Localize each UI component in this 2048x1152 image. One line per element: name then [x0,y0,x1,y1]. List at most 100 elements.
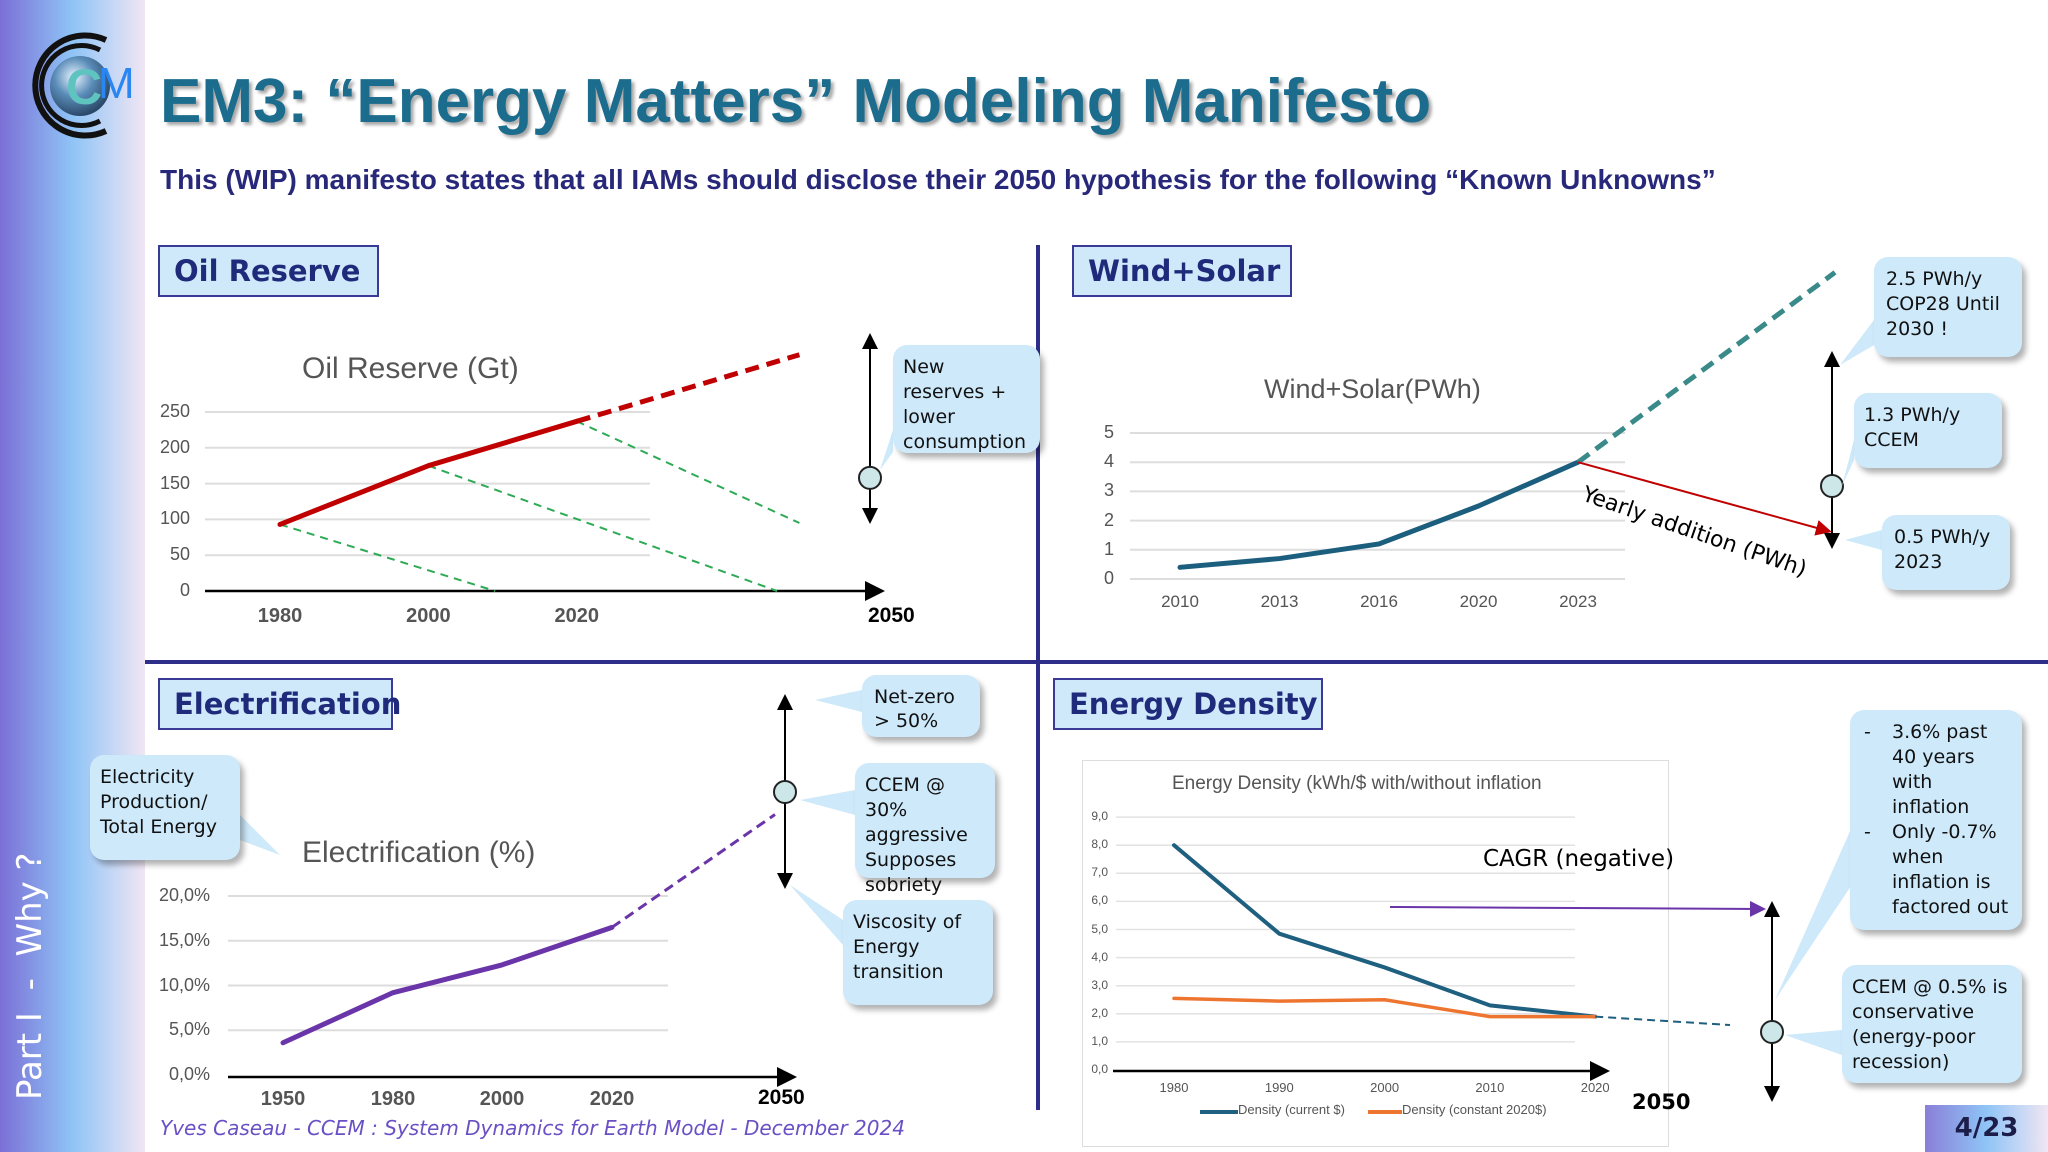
density-range-marker [1760,1020,1784,1044]
legend-swatch-constant [1368,1110,1402,1114]
bullet-item: 3.6% past 40 years with inflation [1864,720,2012,820]
callout-pointer [880,430,893,470]
y-tick-label: 4 [1103,451,1114,472]
density-line-constant [1172,996,1597,1019]
wind-solar-line [1177,459,1581,570]
vertical-divider [1036,245,1040,1110]
y-tick-label: 9,0 [1091,809,1108,824]
electrification-projection-line [611,813,776,929]
x-tick-label: 1980 [370,1088,416,1110]
yearly-addition-arrow [1577,461,1832,536]
x-tick-label: 2000 [406,605,451,627]
callout-new-reserves: New reserves + lower consumption [893,345,1040,453]
y-tick-label: 15,0% [158,929,210,950]
x-tick-label: 2016 [1360,592,1398,611]
wind-range-marker [1820,474,1844,498]
x-tick-label: 1950 [260,1088,306,1110]
callout-ccem-05: CCEM @ 0.5% is conservative (energy-poor… [1842,965,2022,1083]
electrification-2050-label: 2050 [758,1086,805,1109]
y-tick-label: 5,0 [1091,921,1108,936]
density-line-current [1172,843,1598,1019]
y-tick-label: 2,0 [1091,1005,1108,1020]
sidebar-strip [0,0,145,1152]
x-tick-label: 1980 [1159,1080,1189,1095]
legend-label-constant: Density (constant 2020$) [1402,1102,1547,1117]
logo-icon: C M [32,32,135,139]
depletion-line [428,464,778,592]
x-tick-label: 2000 [479,1088,525,1110]
footer-text: Yves Caseau - CCEM : System Dynamics for… [160,1116,905,1140]
depletion-line [279,523,496,592]
callout-cop28: 2.5 PWh/y COP28 Until 2030 ! [1874,257,2022,357]
oil-reserve-line [277,418,580,527]
page-number: 4/23 [1925,1105,2048,1152]
callout-pointer [815,690,862,712]
y-tick-label: 5 [1103,422,1114,442]
x-tick-label: 2020 [589,1088,635,1110]
y-tick-label: 0 [1103,568,1114,588]
y-tick-label: 3 [1103,480,1114,501]
callout-net-zero: Net-zero > 50% [862,675,980,737]
oil-projection-line [576,352,801,424]
callout-ccem-30: CCEM @ 30% aggressive Supposes sobriety [855,763,995,896]
energy-density-chart-title: Energy Density (kWh/$ with/without infla… [1172,773,1542,794]
x-tick-label: 2010 [1475,1080,1505,1095]
electrification-line [280,924,615,1046]
legend-swatch-current [1200,1110,1238,1114]
x-tick-label: 2020 [1459,592,1498,611]
x-tick-label: 2020 [1580,1080,1610,1095]
y-tick-label: 250 [159,401,190,421]
legend-label-current: Density (current $) [1238,1102,1345,1117]
callout-pointer [790,885,843,945]
wind-solar-label: Wind+Solar [1072,245,1292,297]
y-tick-label: 7,0 [1091,865,1108,880]
svg-text:C: C [66,59,102,115]
oil-range-marker [858,465,882,490]
callout-pointer [240,815,280,855]
wind-chart-title: Wind+Solar(PWh) [1264,374,1481,404]
y-tick-label: 5,0% [168,1019,210,1040]
y-tick-label: 0,0 [1091,1062,1108,1076]
page-title: EM3: “Energy Matters” Modeling Manifesto [160,67,1432,136]
energy-density-chart-frame [1082,760,1669,1147]
electrification-range-marker [773,780,797,804]
y-tick-label: 50 [169,544,190,565]
energy-density-2050-label: 2050 [1632,1090,1691,1114]
callout-electricity-share: Electricity Production/ Total Energy [90,755,240,860]
electrification-label: Electrification [158,678,401,730]
callout-cagr-bullets: 3.6% past 40 years with inflation Only -… [1850,710,2022,930]
y-tick-label: 10,0% [158,974,210,995]
oil-chart-title: Oil Reserve (Gt) [302,352,519,385]
x-tick-label: 2023 [1559,592,1597,611]
y-tick-label: 0 [179,580,190,600]
callout-pointer [800,790,855,815]
bullet-item: Only -0.7% when inflation is factored ou… [1864,820,2012,920]
svg-text:M: M [98,59,135,108]
callout-2023: 0.5 PWh/y 2023 [1882,515,2010,590]
y-tick-label: 8,0 [1091,837,1108,852]
x-tick-label: 2013 [1260,592,1299,611]
cagr-annotation: CAGR (negative) [1483,846,1675,872]
x-tick-label: 2020 [554,605,600,627]
electrification-chart-title: Electrification (%) [302,836,536,869]
oil-2050-label: 2050 [868,604,915,627]
callout-pointer [1845,530,1882,550]
y-tick-label: 100 [159,508,190,529]
x-tick-label: 1980 [257,605,303,627]
y-tick-label: 3,0 [1091,977,1108,992]
y-tick-label: 150 [159,472,190,493]
y-tick-label: 1,0 [1091,1033,1108,1048]
oil-reserve-label: Oil Reserve [158,245,379,297]
x-tick-label: 1990 [1264,1080,1294,1095]
y-tick-label: 200 [159,436,190,457]
x-tick-label: 2010 [1161,592,1199,611]
y-tick-label: 6,0 [1091,893,1108,908]
y-tick-label: 2 [1103,509,1114,530]
callout-pointer [1840,320,1874,365]
y-tick-label: 0,0% [168,1064,210,1084]
y-tick-label: 4,0 [1091,949,1108,964]
wind-projection-line [1576,270,1837,465]
callout-pointer [1842,440,1854,486]
y-tick-label: 20,0% [158,885,210,905]
